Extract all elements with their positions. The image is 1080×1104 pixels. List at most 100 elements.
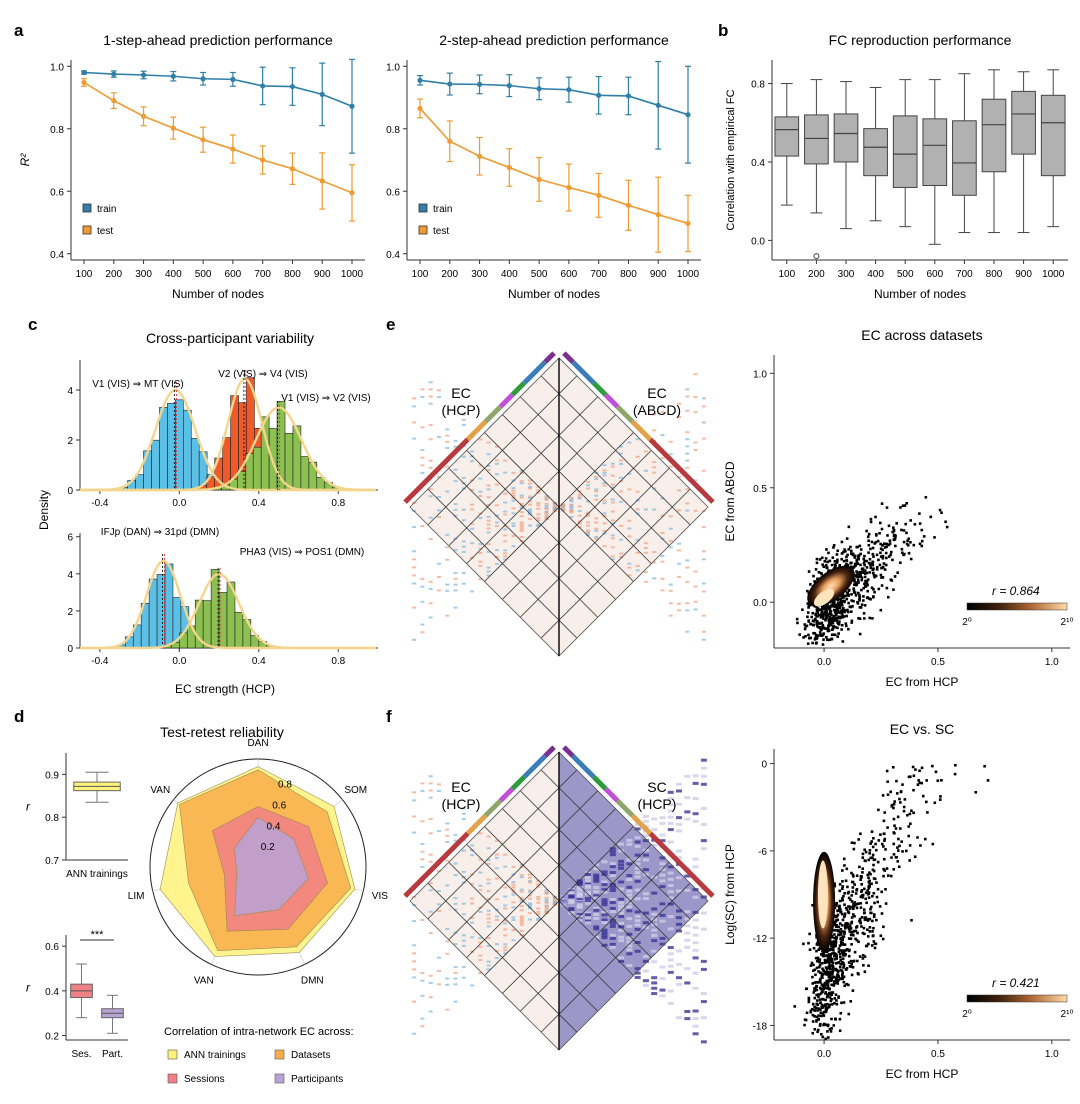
- scatter-point: [899, 801, 902, 804]
- matrix-cell: [436, 970, 441, 973]
- matrix-cell: [652, 577, 657, 580]
- scatter-point: [889, 790, 892, 794]
- scatter-point: [900, 840, 903, 843]
- matrix-cell: [626, 858, 633, 862]
- scatter-point: [857, 940, 860, 944]
- matrix-cell: [536, 523, 541, 526]
- legend-label: Datasets: [291, 1050, 330, 1061]
- matrix-cell: [528, 508, 533, 511]
- matrix-cell: [528, 905, 533, 908]
- matrix-cell: [428, 395, 433, 398]
- matrix-cell: [445, 1008, 450, 1011]
- scatter-point: [809, 622, 813, 626]
- y-tick-label: 0.4: [751, 158, 765, 169]
- scatter-point: [843, 891, 846, 895]
- matrix-cell: [461, 934, 466, 937]
- scatter-point: [839, 615, 842, 619]
- matrix-cell: [634, 967, 641, 971]
- matrix-cell: [609, 898, 616, 902]
- matrix-cell: [634, 853, 641, 857]
- scatter-point: [874, 515, 877, 519]
- matrix-cell: [503, 934, 508, 937]
- scatter-point: [807, 570, 811, 573]
- matrix-cell: [584, 911, 591, 915]
- network-bar: [603, 787, 620, 803]
- scatter-point: [859, 552, 862, 556]
- density-peak: [817, 860, 828, 929]
- matrix-cell: [486, 878, 491, 881]
- scatter-point: [830, 960, 834, 964]
- matrix-cell: [609, 853, 616, 857]
- matrix-cell: [692, 971, 699, 975]
- matrix-cell: [593, 896, 600, 900]
- scatter-point: [836, 621, 839, 624]
- matrix-cell: [478, 477, 483, 480]
- matrix-cell: [677, 602, 682, 605]
- block-line: [502, 844, 652, 994]
- matrix-cell: [634, 949, 641, 953]
- scatter-point: [838, 563, 841, 567]
- matrix-cell: [651, 949, 658, 953]
- matrix-cell: [701, 630, 706, 633]
- scatter-point: [893, 831, 896, 835]
- matrix-cell: [660, 405, 665, 408]
- scatter-point: [821, 563, 824, 566]
- matrix-cell: [668, 515, 673, 518]
- scatter-point: [845, 559, 848, 562]
- matrix-cell: [609, 850, 616, 854]
- matrix-cell: [453, 902, 458, 905]
- matrix-cell: [561, 509, 566, 512]
- scatter-point: [872, 836, 875, 840]
- scatter-point: [841, 938, 844, 942]
- matrix-cell: [544, 502, 549, 505]
- matrix-cell: [528, 891, 533, 894]
- scatter-point: [889, 578, 893, 582]
- scatter-point: [857, 838, 860, 841]
- scatter-point: [837, 950, 841, 953]
- scatter-point: [818, 979, 822, 982]
- hist-bar: [234, 611, 244, 649]
- correlation-label: r = 0.421: [992, 976, 1040, 990]
- matrix-cell: [511, 522, 516, 525]
- scatter-point: [826, 967, 829, 971]
- scatter-point: [878, 905, 882, 908]
- matrix-cell: [412, 831, 417, 834]
- matrix-cell: [486, 519, 491, 522]
- scatter-point: [838, 611, 841, 614]
- matrix-cell: [685, 395, 690, 398]
- scatter-point: [866, 535, 870, 539]
- scatter-point: [812, 991, 816, 994]
- matrix-cell: [701, 397, 706, 400]
- scatter-point: [884, 902, 888, 905]
- scatter-point: [830, 978, 833, 981]
- scatter-point: [815, 985, 818, 988]
- network-bar: [571, 754, 596, 779]
- scatter-point: [856, 902, 860, 906]
- scatter-point: [878, 563, 882, 567]
- x-tick-label: Part.: [102, 1049, 123, 1060]
- matrix-cell: [478, 972, 483, 975]
- scatter-point: [853, 914, 856, 918]
- scatter-point: [944, 520, 947, 524]
- matrix-cell: [511, 492, 516, 495]
- matrix-cell: [461, 812, 466, 815]
- matrix-cell: [511, 893, 516, 896]
- scatter-point: [833, 560, 837, 563]
- scatter-point: [844, 906, 848, 910]
- scatter-point: [854, 594, 858, 597]
- matrix-cell: [486, 944, 491, 947]
- matrix-cell: [593, 894, 600, 898]
- scatter-point: [849, 561, 852, 565]
- data-point: [81, 79, 87, 86]
- scatter-point: [866, 578, 870, 581]
- matrix-cell: [536, 898, 541, 901]
- matrix-cell: [584, 871, 591, 875]
- matrix-right-triangle: [559, 358, 708, 656]
- scatter-point: [871, 930, 874, 933]
- matrix-cell: [412, 421, 417, 424]
- matrix-cell: [634, 871, 641, 875]
- matrix-cell: [577, 514, 582, 517]
- scatter-point: [847, 525, 851, 529]
- matrix-cell: [478, 871, 483, 874]
